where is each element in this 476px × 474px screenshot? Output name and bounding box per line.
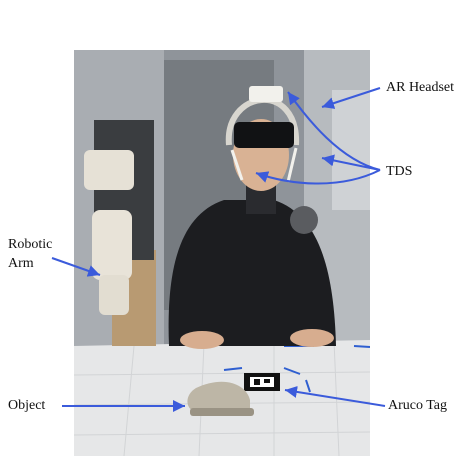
label-tds: TDS: [386, 164, 413, 179]
photo-headset-visor: [234, 122, 294, 148]
photo-shelf: [332, 90, 370, 210]
photo-robot-top: [84, 150, 134, 190]
arrow-aruco-tag: [284, 385, 386, 407]
arrow-tds-right: [321, 154, 381, 171]
photo: [74, 50, 370, 456]
label-ar-headset: AR Headset: [386, 80, 455, 95]
photo-stapler-base: [190, 408, 254, 416]
arrow-robotic-arm: [51, 257, 101, 277]
photo-tds-left: [230, 149, 244, 181]
label-robotic-arm-line2: Arm: [8, 256, 34, 271]
label-aruco-tag: Aruco Tag: [388, 398, 448, 413]
photo-aruco-bit1: [254, 379, 260, 385]
arrow-tds-upper: [287, 91, 381, 171]
arrow-ar-headset: [321, 87, 381, 109]
label-object: Object: [8, 398, 46, 413]
label-robotic-arm-line1: Robotic: [8, 237, 53, 252]
photo-robot-link1: [92, 210, 132, 280]
photo-person-torso: [168, 200, 336, 346]
photo-robot-link2: [99, 275, 129, 315]
photo-headset-top: [249, 86, 283, 102]
arrow-tds-lower: [255, 169, 381, 185]
photo-stapler: [187, 381, 250, 412]
photo-tds-right: [286, 147, 298, 183]
photo-aruco-bit2: [264, 379, 270, 383]
photo-hand-left: [180, 331, 224, 349]
photo-person-logo: [290, 206, 318, 234]
photo-aruco-inner: [250, 377, 274, 387]
photo-hand-right: [290, 329, 334, 347]
